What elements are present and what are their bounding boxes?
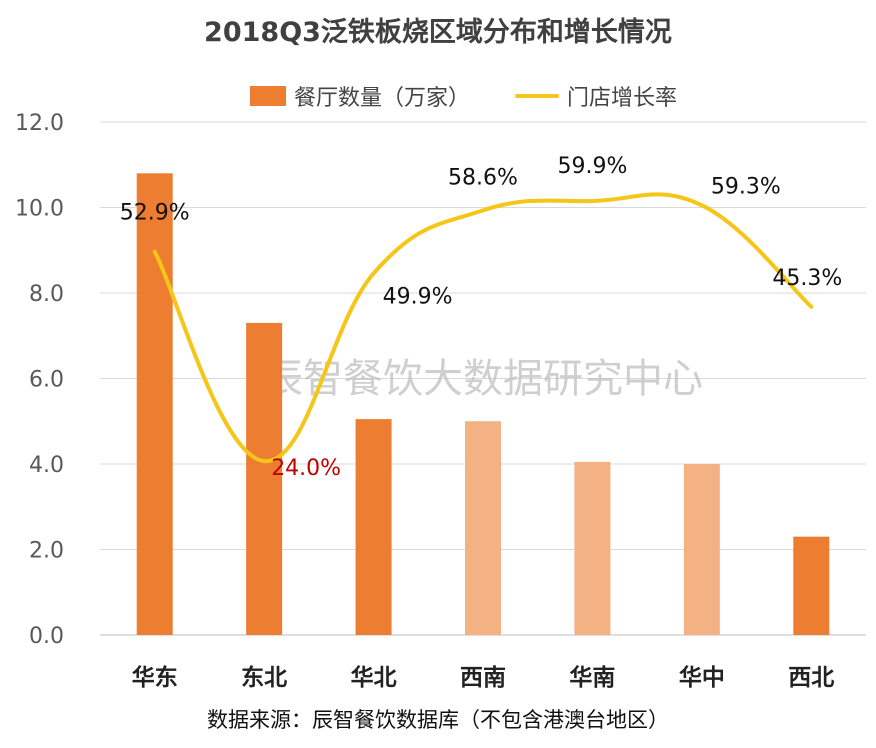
growth-label: 58.6% bbox=[448, 165, 518, 190]
y-tick-label: 0.0 bbox=[29, 624, 64, 649]
y-tick-label: 4.0 bbox=[29, 453, 64, 478]
chart-title: 2018Q3泛铁板烧区域分布和增长情况 bbox=[204, 17, 672, 48]
x-tick-label: 西南 bbox=[460, 665, 506, 691]
y-tick-label: 10.0 bbox=[15, 197, 64, 222]
growth-label: 45.3% bbox=[772, 266, 842, 291]
legend-item-bars: 餐厅数量（万家） bbox=[250, 78, 470, 114]
legend-label-bars: 餐厅数量（万家） bbox=[294, 86, 471, 111]
y-tick-label: 6.0 bbox=[29, 368, 64, 393]
legend-swatch-line bbox=[515, 94, 559, 98]
x-tick-label: 华南 bbox=[569, 664, 615, 691]
watermark: 辰智餐饮大数据研究中心 bbox=[263, 356, 703, 402]
growth-label: 24.0% bbox=[271, 456, 341, 481]
x-tick-label: 华中 bbox=[679, 664, 725, 691]
bar bbox=[246, 322, 283, 635]
bar bbox=[465, 421, 501, 635]
legend-label-line: 门店增长率 bbox=[567, 86, 678, 111]
x-tick-label: 东北 bbox=[241, 664, 287, 691]
bar bbox=[574, 461, 611, 635]
growth-line bbox=[152, 192, 814, 464]
bar bbox=[136, 173, 173, 636]
y-tick-label: 2.0 bbox=[29, 539, 64, 564]
growth-label: 59.9% bbox=[557, 154, 627, 179]
x-tick-label: 华北 bbox=[351, 664, 397, 691]
legend-item-line: 门店增长率 bbox=[515, 78, 677, 114]
growth-label: 59.3% bbox=[711, 174, 781, 199]
y-tick-label: 8.0 bbox=[29, 282, 64, 307]
x-tick-label: 西北 bbox=[788, 665, 834, 691]
bar bbox=[683, 464, 720, 635]
legend-swatch-bar bbox=[250, 86, 286, 106]
bar bbox=[793, 536, 830, 635]
growth-label: 52.9% bbox=[120, 201, 190, 226]
bar bbox=[355, 419, 392, 635]
source-note: 数据来源：辰智餐饮数据库（不包含港澳台地区） bbox=[207, 708, 669, 732]
legend: 餐厅数量（万家） 门店增长率 bbox=[0, 78, 876, 114]
x-tick-label: 华东 bbox=[132, 664, 178, 691]
growth-label: 49.9% bbox=[383, 284, 453, 309]
y-tick-label: 12.0 bbox=[15, 111, 64, 136]
